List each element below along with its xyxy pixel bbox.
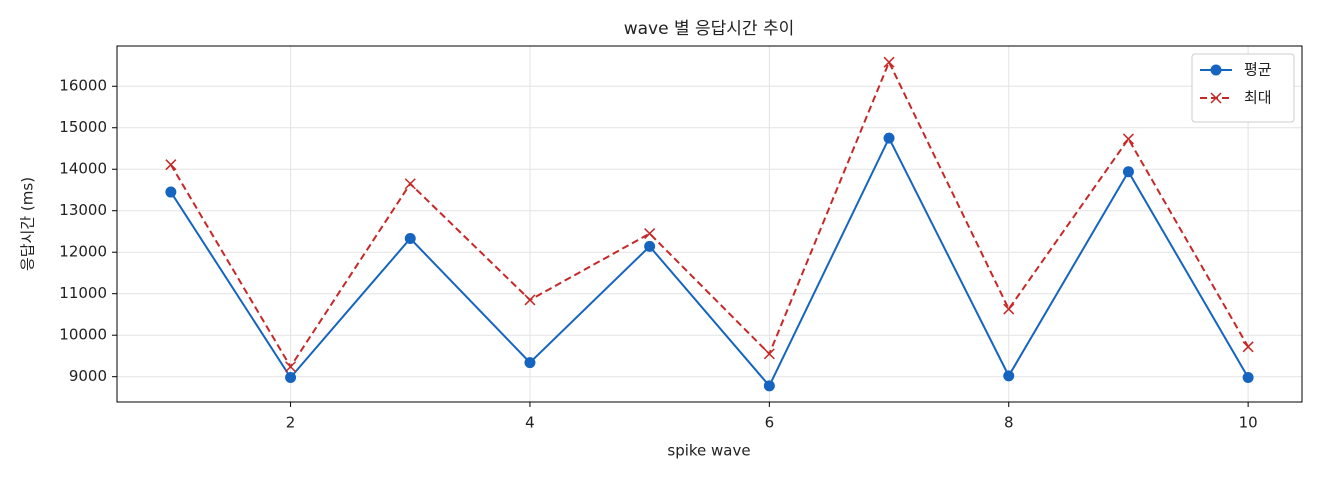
marker [1122,133,1134,145]
marker [1003,303,1015,315]
x-tick-label: 4 [525,414,535,432]
x-tick-label: 6 [765,414,775,432]
y-tick-label: 16000 [59,77,107,95]
y-tick-label: 11000 [59,284,107,302]
y-tick-label: 13000 [59,201,107,219]
marker [285,372,297,384]
line [170,59,1250,369]
marker [524,357,536,369]
marker [524,294,536,306]
marker [1242,341,1254,353]
plot-frame [116,45,1303,403]
x-tick-label: 8 [1004,414,1014,432]
marker [165,159,177,171]
legend-box [1191,53,1295,123]
line [170,135,1250,388]
y-tick-label: 9000 [69,367,107,385]
legend-label: 최대 [1244,89,1272,107]
marker [763,348,775,360]
y-tick-label: 14000 [59,160,107,178]
y-tick-label: 10000 [59,326,107,344]
chart-title: wave 별 응답시간 추이 [624,19,795,39]
marker [404,178,416,190]
marker [1210,92,1222,104]
marker [644,228,656,240]
marker [285,361,297,373]
marker [763,380,775,392]
x-axis-label: spike wave [667,442,750,460]
marker [883,56,895,68]
marker [883,132,895,144]
y-tick-label: 15000 [59,118,107,136]
legend-label: 평균 [1244,61,1272,79]
marker [644,240,656,252]
marker [1210,64,1222,76]
marker [1242,372,1254,384]
marker [165,186,177,198]
y-tick-label: 12000 [59,243,107,261]
marker [404,233,416,245]
x-tick-label: 10 [1239,414,1258,432]
y-axis-label: 응답시간 (ms) [19,177,37,271]
x-tick-label: 2 [286,414,296,432]
marker [1003,370,1015,382]
marker [1122,166,1134,178]
